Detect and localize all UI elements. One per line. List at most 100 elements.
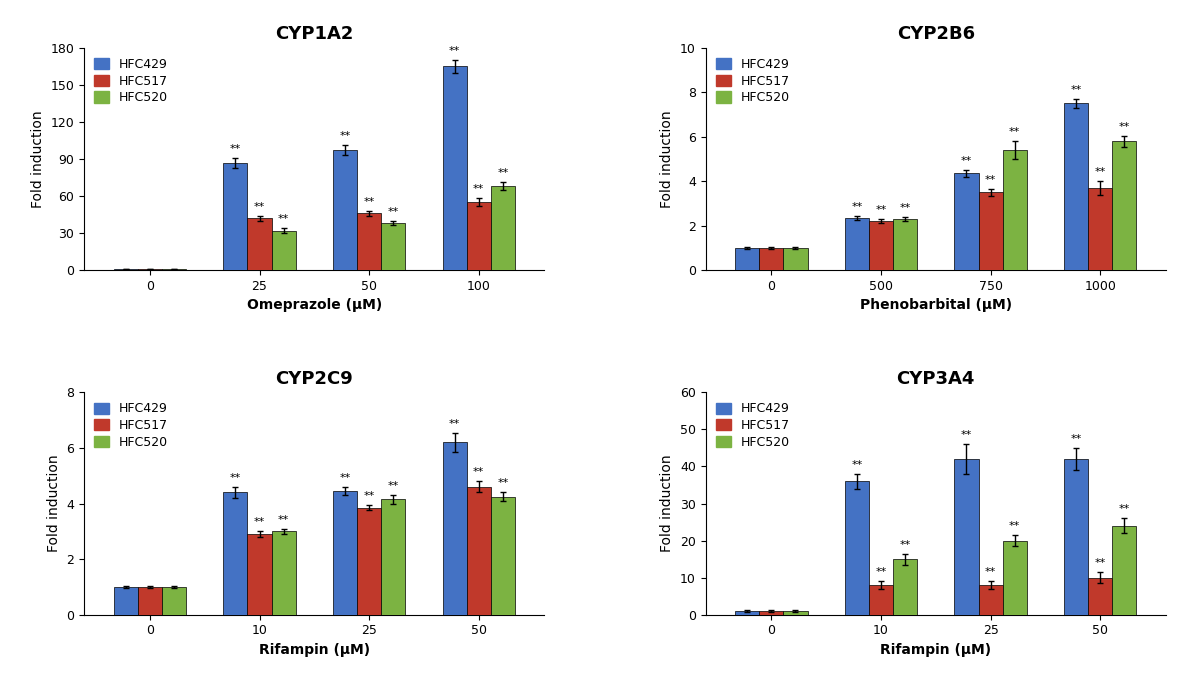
Text: **: ** (1071, 85, 1082, 95)
Text: **: ** (450, 419, 460, 429)
Bar (162, 269, 186, 270)
Bar (114, 587, 138, 615)
Y-axis label: Fold induction: Fold induction (660, 455, 674, 553)
Text: **: ** (875, 568, 887, 577)
Text: **: ** (474, 467, 484, 477)
Text: **: ** (498, 169, 508, 178)
Bar (978, 585, 1002, 615)
Text: **: ** (339, 131, 351, 141)
Bar (978, 193, 1002, 270)
Bar (466, 202, 490, 270)
Y-axis label: Fold induction: Fold induction (47, 455, 61, 553)
Bar (1112, 141, 1136, 270)
Bar (736, 611, 760, 615)
Bar (1002, 150, 1027, 270)
Text: **: ** (1095, 558, 1106, 568)
Bar (114, 269, 138, 270)
Text: **: ** (1071, 434, 1082, 444)
Title: CYP3A4: CYP3A4 (897, 370, 975, 388)
Bar (138, 587, 162, 615)
Text: **: ** (1119, 122, 1130, 132)
X-axis label: Omeprazole (μM): Omeprazole (μM) (246, 298, 382, 312)
X-axis label: Rifampin (μM): Rifampin (μM) (880, 643, 992, 657)
Bar (490, 186, 514, 270)
Text: **: ** (363, 197, 375, 207)
Bar (357, 507, 381, 615)
Bar (893, 219, 917, 270)
Text: **: ** (899, 203, 911, 213)
Bar (954, 459, 978, 615)
Text: **: ** (1008, 521, 1020, 531)
Text: **: ** (278, 214, 290, 224)
Bar (162, 587, 186, 615)
Y-axis label: Fold induction: Fold induction (31, 110, 44, 208)
Text: **: ** (875, 205, 887, 215)
Bar (869, 585, 893, 615)
Bar (490, 497, 514, 615)
Text: **: ** (254, 517, 266, 527)
Bar (1088, 188, 1112, 270)
Bar (869, 221, 893, 270)
Bar (845, 218, 869, 270)
Text: **: ** (387, 208, 399, 217)
Text: **: ** (899, 540, 911, 550)
Bar (224, 163, 248, 270)
Text: **: ** (960, 156, 972, 166)
Bar (760, 611, 784, 615)
Bar (224, 492, 248, 615)
Bar (760, 248, 784, 270)
Legend: HFC429, HFC517, HFC520: HFC429, HFC517, HFC520 (712, 54, 793, 108)
Text: **: ** (984, 175, 996, 185)
Text: **: ** (278, 514, 290, 525)
Bar (442, 66, 466, 270)
Bar (784, 611, 808, 615)
Text: **: ** (230, 473, 242, 483)
Bar (736, 248, 760, 270)
Bar (357, 213, 381, 270)
Bar (954, 173, 978, 270)
Bar (784, 248, 808, 270)
Text: **: ** (450, 46, 460, 56)
Bar (893, 559, 917, 615)
Text: **: ** (851, 201, 863, 212)
Bar (845, 482, 869, 615)
Bar (248, 219, 272, 270)
Bar (272, 531, 296, 615)
Bar (1064, 459, 1088, 615)
Text: **: ** (339, 473, 351, 483)
Bar (138, 269, 162, 270)
Legend: HFC429, HFC517, HFC520: HFC429, HFC517, HFC520 (90, 54, 172, 108)
X-axis label: Phenobarbital (μM): Phenobarbital (μM) (859, 298, 1012, 312)
Bar (272, 231, 296, 270)
Bar (333, 491, 357, 615)
Text: **: ** (1008, 127, 1020, 137)
Title: CYP1A2: CYP1A2 (275, 25, 353, 44)
Text: **: ** (254, 201, 266, 212)
Bar (381, 223, 405, 270)
Bar (466, 487, 490, 615)
Y-axis label: Fold induction: Fold induction (660, 110, 674, 208)
Text: **: ** (984, 568, 996, 577)
Title: CYP2B6: CYP2B6 (897, 25, 975, 44)
Bar (333, 150, 357, 270)
Bar (1088, 578, 1112, 615)
Text: **: ** (474, 184, 484, 195)
Legend: HFC429, HFC517, HFC520: HFC429, HFC517, HFC520 (90, 399, 172, 453)
Title: CYP2C9: CYP2C9 (275, 370, 353, 388)
Bar (1064, 103, 1088, 270)
Text: **: ** (498, 478, 508, 488)
Bar (442, 443, 466, 615)
Bar (1002, 541, 1027, 615)
Legend: HFC429, HFC517, HFC520: HFC429, HFC517, HFC520 (712, 399, 793, 453)
Bar (1112, 526, 1136, 615)
Bar (381, 499, 405, 615)
Bar (248, 534, 272, 615)
Text: **: ** (851, 460, 863, 470)
Text: **: ** (363, 491, 375, 501)
Text: **: ** (1119, 504, 1130, 514)
Text: **: ** (1095, 167, 1106, 177)
X-axis label: Rifampin (μM): Rifampin (μM) (258, 643, 370, 657)
Text: **: ** (960, 430, 972, 441)
Text: **: ** (387, 482, 399, 491)
Text: **: ** (230, 143, 242, 154)
